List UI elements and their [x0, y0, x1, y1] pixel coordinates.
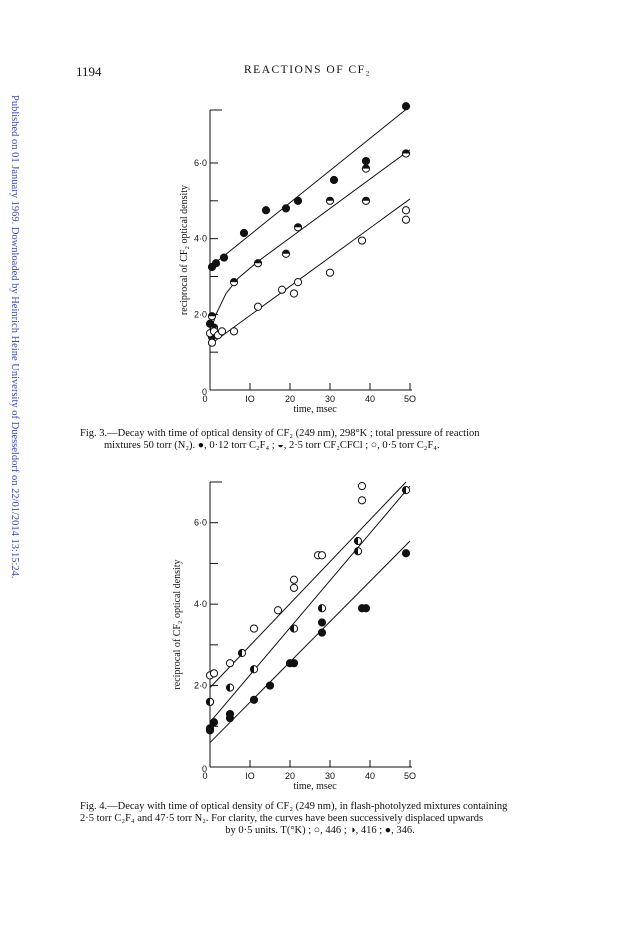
data-point-filled — [261, 206, 271, 215]
x-tick-label: 5O — [404, 394, 416, 404]
x-tick-label: 0 — [202, 771, 207, 781]
y-axis-title: reciprocal of CF₂ optical density — [172, 559, 183, 689]
data-point-open — [249, 624, 259, 633]
y-tick-label: 2·0 — [194, 681, 207, 691]
x-tick-label: 5O — [404, 771, 416, 781]
fit-curve — [209, 261, 259, 334]
x-axis-title: time, msec — [293, 404, 337, 415]
data-point-half-left — [289, 624, 299, 633]
data-point-filled — [265, 681, 275, 690]
fit-line — [209, 481, 407, 688]
data-point-half-top — [293, 223, 303, 232]
data-point-open — [293, 278, 303, 287]
figure-3-caption-line: Fig. 3.—Decay with time of optical densi… — [80, 428, 480, 439]
data-point-open — [357, 481, 367, 491]
y-tick-label: 6·0 — [194, 158, 207, 168]
data-point-open — [289, 583, 299, 592]
fit-line — [209, 540, 411, 743]
data-point-half-top — [361, 164, 371, 173]
data-point-filled — [225, 709, 235, 719]
data-point-half-top — [325, 196, 335, 205]
x-tick-label: IO — [245, 394, 255, 404]
figure-4-chart: 0 IO 20 30 40 5O 0 2·0 4·0 6·0 time, msec reciproca… — [172, 481, 416, 792]
fit-line — [209, 105, 411, 268]
data-point-half-top — [401, 149, 411, 158]
data-point-open — [401, 215, 411, 224]
data-point-open — [325, 268, 335, 277]
data-point-open — [401, 206, 411, 215]
x-tick-label: 30 — [325, 771, 335, 781]
data-point-filled — [361, 604, 371, 613]
data-point-filled — [249, 695, 259, 704]
data-point-filled — [401, 102, 411, 111]
data-point-filled — [239, 228, 249, 238]
fit-line — [257, 149, 411, 262]
data-point-half-top — [361, 196, 371, 205]
data-point-filled — [281, 204, 291, 213]
data-point-filled — [209, 718, 219, 727]
data-point-open — [317, 551, 327, 560]
data-point-half-left — [353, 536, 363, 546]
data-point-open — [207, 338, 217, 347]
data-point-filled — [329, 175, 339, 185]
figure-4-caption-line: Fig. 4.—Decay with time of optical densi… — [80, 801, 508, 812]
data-point-half-top — [229, 278, 239, 287]
data-point-half-top — [253, 259, 263, 268]
x-tick-label: IO — [245, 771, 255, 781]
data-point-filled — [219, 253, 229, 262]
data-point-open — [273, 606, 283, 615]
data-point-half-left — [205, 697, 215, 706]
x-tick-label: 0 — [202, 394, 207, 404]
data-point-filled — [317, 618, 327, 627]
data-point-filled — [317, 628, 327, 637]
figure-4-caption-line: 2·5 torr C₂F₄ and 47·5 torr N₂. For clar… — [80, 813, 484, 824]
y-axis-title: reciprocal of CF₂ optical density — [179, 185, 190, 315]
x-tick-label: 20 — [285, 771, 295, 781]
data-point-filled — [205, 726, 215, 735]
data-point-filled — [293, 196, 303, 205]
x-tick-label: 30 — [325, 394, 335, 404]
data-point-half-top — [207, 312, 217, 321]
data-point-filled — [289, 659, 299, 668]
y-tick-label: 0 — [202, 764, 207, 774]
figure-3-chart: 0 IO 20 30 40 5O 0 2·0 4·0 6·0 time, msec reciproca… — [179, 102, 416, 415]
figure-4-caption-line: by 0·5 units. T(°K) ; ○, 446 ; ◑, 416 ; … — [225, 825, 415, 836]
data-point-filled — [211, 259, 221, 268]
y-tick-label: 6·0 — [194, 518, 207, 528]
figure-4-caption: Fig. 4.—Decay with time of optical densi… — [80, 801, 560, 837]
data-point-open — [229, 327, 239, 336]
y-tick-label: 4·0 — [194, 599, 207, 609]
figure-3-caption: Fig. 3.—Decay with time of optical densi… — [80, 428, 560, 452]
x-tick-label: 40 — [365, 394, 375, 404]
data-point-half-left — [237, 648, 247, 658]
y-tick-label: 4·0 — [194, 234, 207, 244]
data-point-open — [357, 236, 367, 245]
data-point-half-left — [317, 604, 327, 613]
page-number: 1194 — [76, 64, 102, 79]
data-point-half-left — [353, 547, 363, 556]
running-head: REACTIONS OF CF₂ — [244, 64, 372, 76]
data-point-open — [289, 289, 299, 298]
data-point-open — [277, 285, 287, 294]
data-point-half-left — [225, 683, 235, 692]
data-point-open — [357, 496, 367, 505]
y-tick-label: 0 — [202, 387, 207, 397]
data-point-open — [225, 659, 235, 668]
x-axis-title: time, msec — [293, 781, 337, 792]
y-tick-label: 2·0 — [194, 309, 207, 319]
data-point-half-left — [401, 486, 411, 495]
figure-3-caption-line: mixtures 50 torr (N₂). ●, 0·12 torr C₂F₄… — [104, 440, 440, 451]
x-tick-label: 20 — [285, 394, 295, 404]
data-point-filled — [401, 549, 411, 558]
data-point-open — [253, 302, 263, 311]
data-point-open — [209, 669, 219, 678]
fit-line — [209, 485, 411, 723]
data-point-half-left — [249, 665, 259, 674]
data-point-open — [289, 575, 299, 584]
x-tick-label: 40 — [365, 771, 375, 781]
data-point-open — [217, 327, 227, 336]
fit-line — [209, 198, 411, 345]
data-point-half-top — [281, 249, 291, 258]
